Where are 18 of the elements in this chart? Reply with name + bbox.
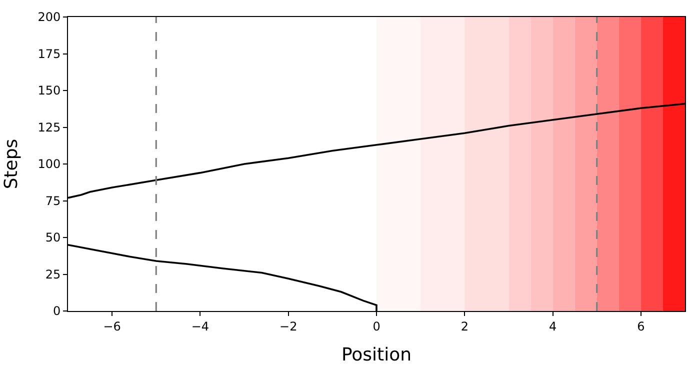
x-tick-label: −4 (191, 319, 210, 334)
y-tick-label: 50 (45, 230, 61, 245)
y-tick-label: 75 (45, 194, 61, 208)
x-axis-title: Position (341, 344, 412, 366)
y-tick-label: 175 (38, 46, 61, 61)
x-tick-label: 4 (548, 319, 557, 334)
y-tick-label: 125 (38, 120, 61, 134)
y-tick-label: 25 (45, 267, 61, 282)
y-axis-title: Steps (0, 138, 22, 190)
y-tick-label: 150 (38, 84, 61, 98)
x-tick-label: −6 (103, 319, 121, 334)
y-tick-label: 0 (52, 304, 61, 318)
y-tick-label: 100 (38, 157, 61, 172)
y-tick-label: 200 (38, 10, 61, 24)
x-tick-label: 6 (637, 319, 645, 334)
x-tick-label: 2 (460, 319, 468, 334)
x-tick-label: −2 (280, 319, 298, 334)
x-tick-label: 0 (372, 319, 380, 334)
